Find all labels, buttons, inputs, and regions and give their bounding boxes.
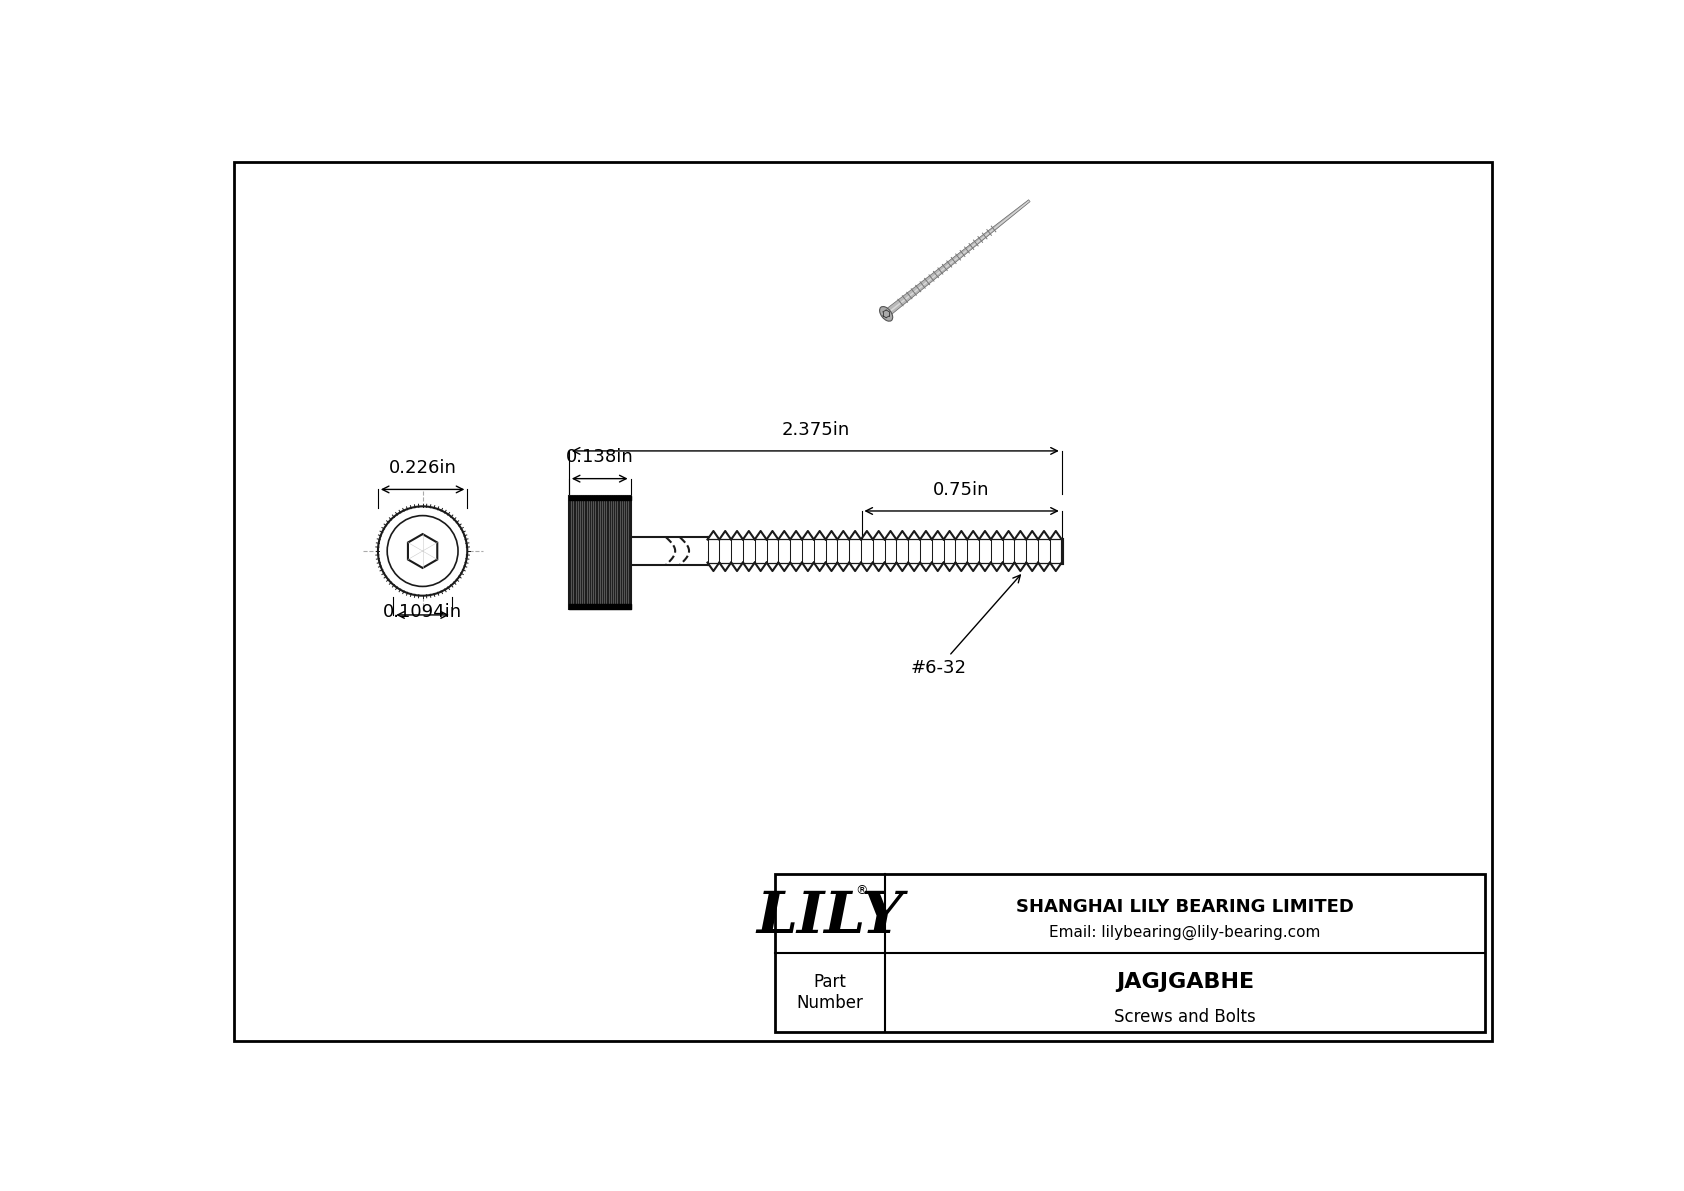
Text: 2.375in: 2.375in (781, 420, 849, 438)
Text: SHANGHAI LILY BEARING LIMITED: SHANGHAI LILY BEARING LIMITED (1015, 898, 1354, 916)
Circle shape (387, 516, 458, 586)
Polygon shape (886, 200, 1029, 314)
Text: 0.1094in: 0.1094in (382, 603, 461, 621)
Circle shape (377, 506, 466, 596)
Text: #6-32: #6-32 (911, 575, 1021, 676)
Bar (569, 495, 630, 609)
Text: Part
Number: Part Number (797, 973, 864, 1012)
Text: 0.138in: 0.138in (566, 448, 633, 467)
Text: ®: ® (855, 884, 867, 897)
Text: 0.75in: 0.75in (933, 481, 990, 499)
Text: 0.226in: 0.226in (389, 459, 456, 478)
Polygon shape (408, 534, 438, 568)
Text: JAGJGABHE: JAGJGABHE (1116, 972, 1255, 992)
Text: Email: lilybearing@lily-bearing.com: Email: lilybearing@lily-bearing.com (1049, 924, 1320, 940)
Bar (775, 874, 1485, 1033)
Polygon shape (884, 200, 1031, 317)
Text: Screws and Bolts: Screws and Bolts (1115, 1008, 1256, 1025)
Ellipse shape (879, 306, 893, 322)
Text: LILY: LILY (756, 890, 904, 946)
